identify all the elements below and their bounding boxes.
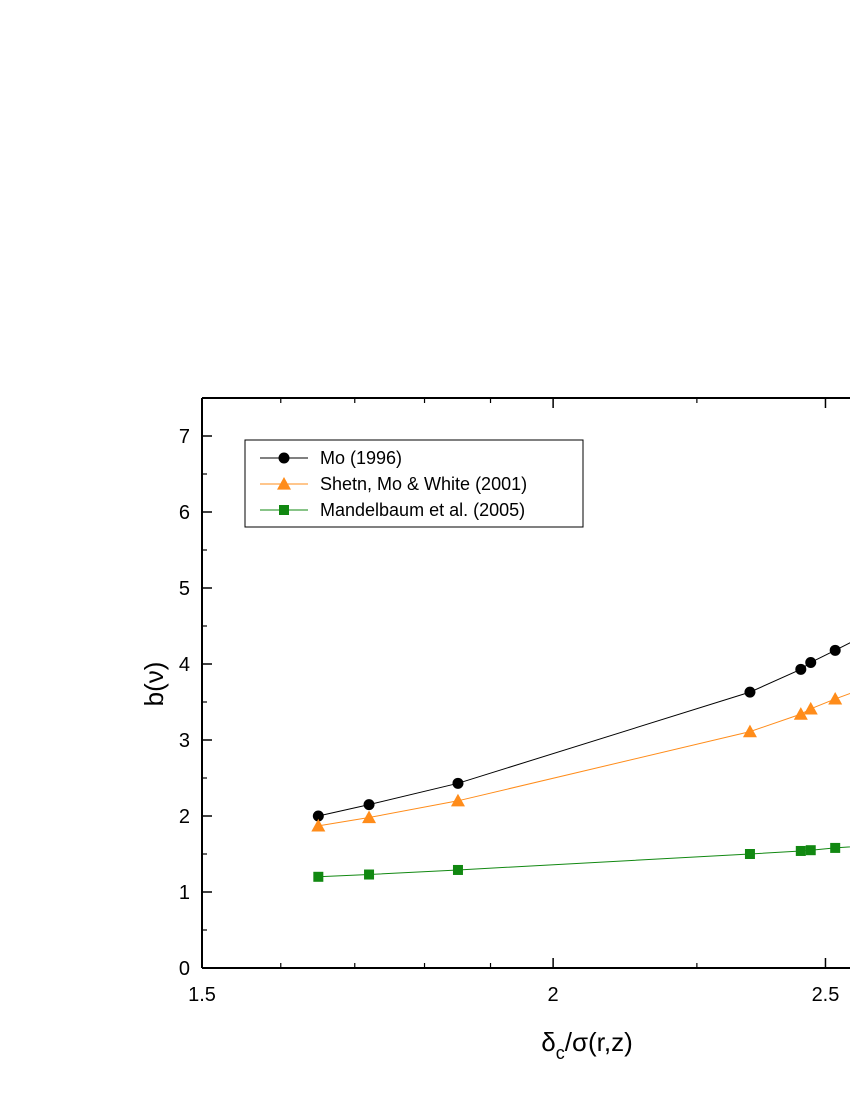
data-point	[828, 691, 843, 705]
y-tick-label: 1	[179, 882, 190, 904]
series-line	[318, 846, 850, 878]
legend: Mo (1996) Shetn, Mo & White (2001) Mandelb…	[244, 439, 584, 528]
x-axis-title-main: δ	[541, 1027, 555, 1057]
data-point	[311, 818, 326, 832]
data-point	[803, 701, 818, 715]
data-point	[452, 777, 464, 789]
y-tick-label: 0	[179, 958, 190, 980]
x-tick-label: 1.5	[188, 984, 216, 1006]
x-axis-title-rest: /σ(r,z)	[565, 1027, 633, 1057]
series-1	[312, 642, 850, 822]
data-point	[313, 871, 324, 882]
legend-label: Mo (1996)	[320, 448, 402, 468]
data-point	[450, 793, 465, 807]
y-tick-label: 2	[179, 806, 190, 828]
x-axis-title-subscript: c	[556, 1043, 565, 1063]
legend-label: Shetn, Mo & White (2001)	[320, 474, 527, 494]
y-tick-label: 3	[179, 730, 190, 752]
series-2	[311, 691, 850, 832]
data-point	[805, 845, 816, 856]
y-tick-label: 5	[179, 578, 190, 600]
data-point	[830, 842, 841, 853]
data-point	[805, 656, 817, 668]
series-line	[318, 692, 850, 827]
x-tick-label: 2	[548, 984, 559, 1006]
series-layer	[311, 642, 850, 882]
series-3	[313, 842, 850, 882]
data-point	[742, 724, 757, 738]
data-point	[795, 663, 807, 675]
data-point	[793, 707, 808, 720]
legend-label: Mandelbaum et al. (2005)	[320, 500, 525, 520]
y-tick-label: 4	[179, 654, 190, 676]
data-point	[312, 810, 324, 822]
data-point	[364, 869, 375, 880]
data-point	[744, 849, 755, 859]
y-tick-label: 6	[179, 502, 190, 524]
legend-marker	[278, 452, 290, 464]
y-axis-title: b(ν)	[139, 662, 169, 707]
data-point	[362, 810, 377, 824]
legend-entry-2: Shetn, Mo & White (2001)	[260, 474, 527, 494]
legend-marker	[277, 477, 291, 490]
legend-entry-3: Mandelbaum et al. (2005)	[260, 500, 525, 520]
data-point	[363, 799, 375, 811]
data-point	[452, 864, 463, 875]
x-axis-title: δc/σ(r,z)	[541, 1027, 633, 1063]
legend-entry-1: Mo (1996)	[260, 448, 402, 468]
data-point	[744, 686, 756, 698]
y-tick-label: 7	[179, 426, 190, 448]
x-tick-label: 2.5	[812, 984, 840, 1006]
data-point	[795, 845, 806, 856]
legend-marker	[279, 505, 289, 515]
data-point	[829, 644, 841, 656]
axes	[201, 397, 850, 969]
series-line	[318, 642, 850, 817]
